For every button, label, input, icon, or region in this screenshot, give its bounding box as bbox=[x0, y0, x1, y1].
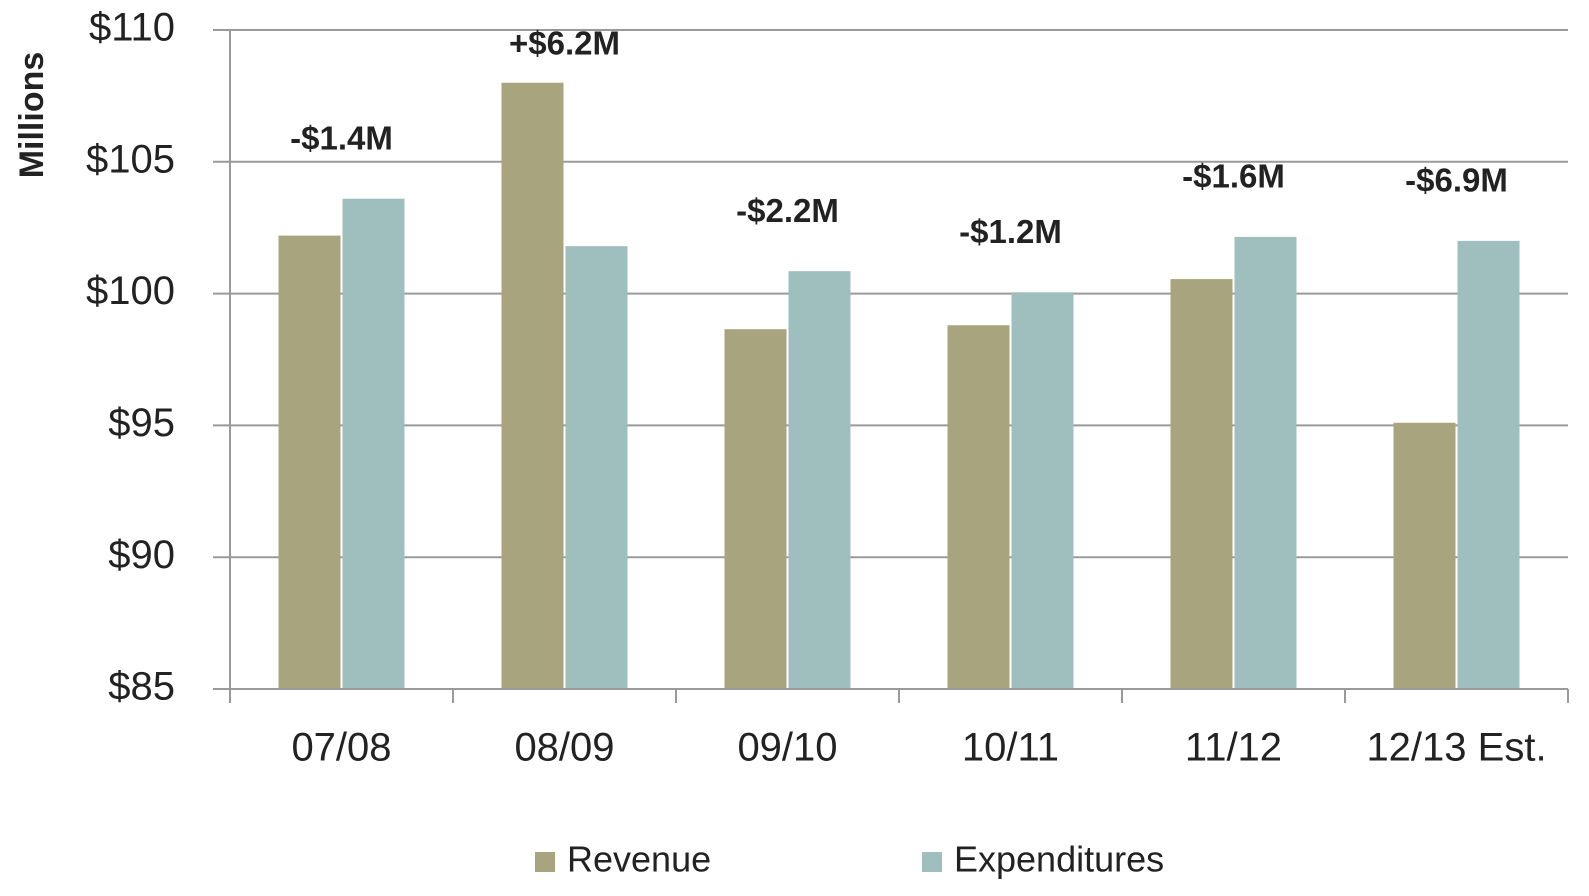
bar bbox=[947, 325, 1010, 689]
bar bbox=[278, 235, 341, 689]
bar bbox=[565, 246, 628, 690]
bar bbox=[788, 271, 851, 689]
y-tick-label: $100 bbox=[86, 269, 175, 313]
y-tick-label: $90 bbox=[108, 533, 175, 577]
x-tick-label: 09/10 bbox=[737, 726, 837, 770]
annotation: -$1.4M bbox=[290, 119, 393, 156]
bar bbox=[724, 329, 787, 689]
bar bbox=[1234, 236, 1297, 689]
bar bbox=[1393, 422, 1456, 689]
legend-label: Revenue bbox=[567, 839, 711, 880]
bar bbox=[1170, 279, 1233, 689]
legend-label: Expenditures bbox=[954, 839, 1164, 880]
y-tick-label: $95 bbox=[108, 401, 175, 445]
x-tick-label: 10/11 bbox=[962, 726, 1059, 770]
x-tick-label: 08/09 bbox=[514, 726, 614, 770]
annotation: -$1.6M bbox=[1182, 158, 1285, 195]
x-tick-label: 11/12 bbox=[1185, 726, 1282, 770]
annotation: -$1.2M bbox=[959, 213, 1062, 250]
bar bbox=[342, 198, 405, 690]
y-axis-label: Millions bbox=[13, 52, 51, 179]
bar bbox=[501, 82, 564, 690]
annotation: -$2.2M bbox=[736, 192, 839, 229]
x-tick-label: 12/13 Est. bbox=[1366, 726, 1546, 770]
legend-swatch bbox=[922, 852, 942, 872]
annotation: -$6.9M bbox=[1405, 162, 1508, 199]
annotation: +$6.2M bbox=[509, 25, 620, 62]
y-tick-label: $110 bbox=[89, 6, 175, 50]
y-tick-label: $105 bbox=[86, 137, 175, 181]
y-tick-label: $85 bbox=[108, 665, 175, 709]
bar bbox=[1457, 240, 1520, 689]
bar bbox=[1011, 292, 1074, 689]
x-tick-label: 07/08 bbox=[291, 726, 391, 770]
legend-swatch bbox=[535, 852, 555, 872]
